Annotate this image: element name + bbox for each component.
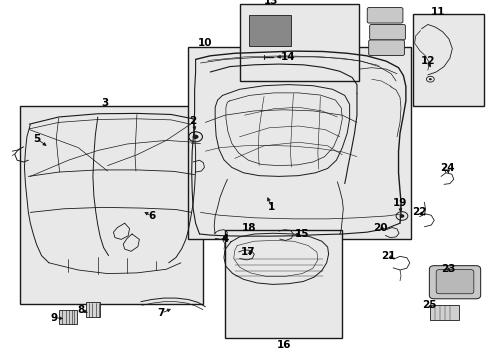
- FancyBboxPatch shape: [368, 40, 404, 55]
- Text: 13: 13: [264, 0, 278, 6]
- Text: 2: 2: [189, 116, 196, 126]
- Bar: [85, 302, 100, 317]
- Text: 8: 8: [77, 305, 84, 315]
- Text: 20: 20: [372, 222, 387, 233]
- Text: 4: 4: [221, 234, 228, 244]
- Bar: [429, 305, 458, 320]
- Text: 22: 22: [411, 207, 426, 217]
- Text: 9: 9: [50, 312, 57, 323]
- Bar: [412, 14, 483, 106]
- Text: 12: 12: [420, 56, 434, 66]
- Text: 18: 18: [242, 222, 256, 233]
- Bar: [239, 4, 359, 81]
- Bar: [249, 15, 290, 46]
- Text: 3: 3: [102, 98, 108, 108]
- FancyBboxPatch shape: [366, 8, 402, 23]
- Text: 24: 24: [440, 163, 454, 174]
- Circle shape: [428, 78, 431, 80]
- Circle shape: [192, 135, 198, 139]
- Text: 1: 1: [267, 202, 274, 212]
- Text: 23: 23: [440, 264, 455, 274]
- Text: 6: 6: [148, 211, 155, 221]
- Text: 21: 21: [381, 251, 395, 261]
- FancyBboxPatch shape: [428, 266, 480, 299]
- FancyBboxPatch shape: [435, 270, 473, 294]
- Text: 10: 10: [198, 38, 212, 48]
- Text: 25: 25: [421, 300, 436, 310]
- Text: 15: 15: [294, 229, 309, 239]
- Text: 14: 14: [281, 52, 295, 62]
- FancyBboxPatch shape: [369, 24, 405, 40]
- Bar: [20, 106, 203, 304]
- Text: 7: 7: [157, 308, 165, 318]
- Text: 16: 16: [276, 340, 290, 350]
- Text: 17: 17: [241, 247, 255, 257]
- Text: 11: 11: [429, 6, 444, 17]
- Bar: [188, 47, 410, 239]
- Circle shape: [399, 214, 404, 218]
- Text: 5: 5: [33, 134, 40, 144]
- Text: 19: 19: [392, 198, 407, 208]
- Bar: [59, 310, 77, 324]
- Bar: [224, 230, 342, 338]
